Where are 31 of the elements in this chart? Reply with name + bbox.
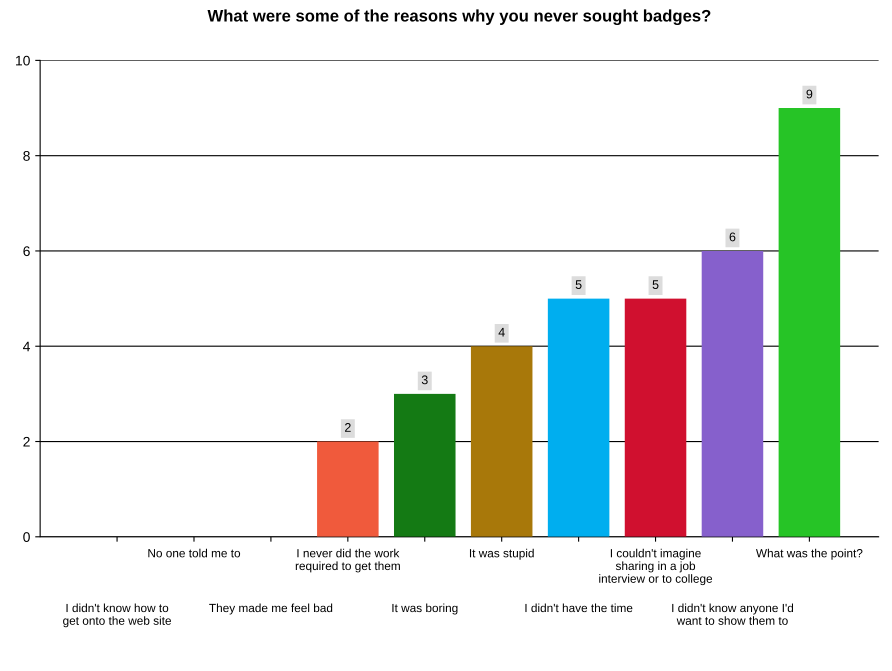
x-tick-label: I didn't know how to get onto the web site	[63, 603, 172, 628]
data-label: 5	[652, 280, 658, 289]
x-tick-label: I couldn't imagine sharing in a job interview or to college	[599, 548, 712, 586]
x-tick-label: They made me feel bad	[209, 603, 332, 614]
bar	[778, 108, 840, 537]
bar	[470, 346, 532, 537]
x-tick-label: I never did the work required to get them	[296, 548, 400, 572]
bar	[317, 442, 379, 537]
y-tick-label: 10	[16, 56, 30, 66]
data-label: 6	[730, 232, 736, 242]
x-tick-label: I didn't have the time	[525, 603, 632, 612]
y-tick-label: 2	[23, 436, 30, 447]
bar	[702, 250, 764, 537]
x-tick-label: It was stupid	[470, 548, 534, 560]
data-label: 4	[498, 328, 505, 336]
x-tick-label: What was the point?	[756, 548, 862, 560]
chart-title: What were some of the reasons why you never sought badges?	[208, 9, 710, 26]
data-label: 9	[806, 90, 812, 98]
data-label: 3	[422, 375, 428, 384]
data-label: 2	[344, 423, 351, 432]
x-tick-label: No one told me to	[148, 548, 240, 558]
y-tick-label: 4	[23, 342, 30, 352]
bar	[394, 394, 456, 537]
y-tick-label: 6	[23, 246, 30, 256]
data-label: 5	[576, 280, 582, 289]
y-tick-label: 0	[23, 532, 30, 542]
x-tick-label: I didn't know anyone I'd want to show them to	[672, 603, 794, 625]
bar	[548, 298, 610, 537]
bar	[624, 298, 686, 537]
x-tick-label: It was boring	[392, 603, 458, 614]
y-tick-label: 8	[23, 151, 30, 161]
